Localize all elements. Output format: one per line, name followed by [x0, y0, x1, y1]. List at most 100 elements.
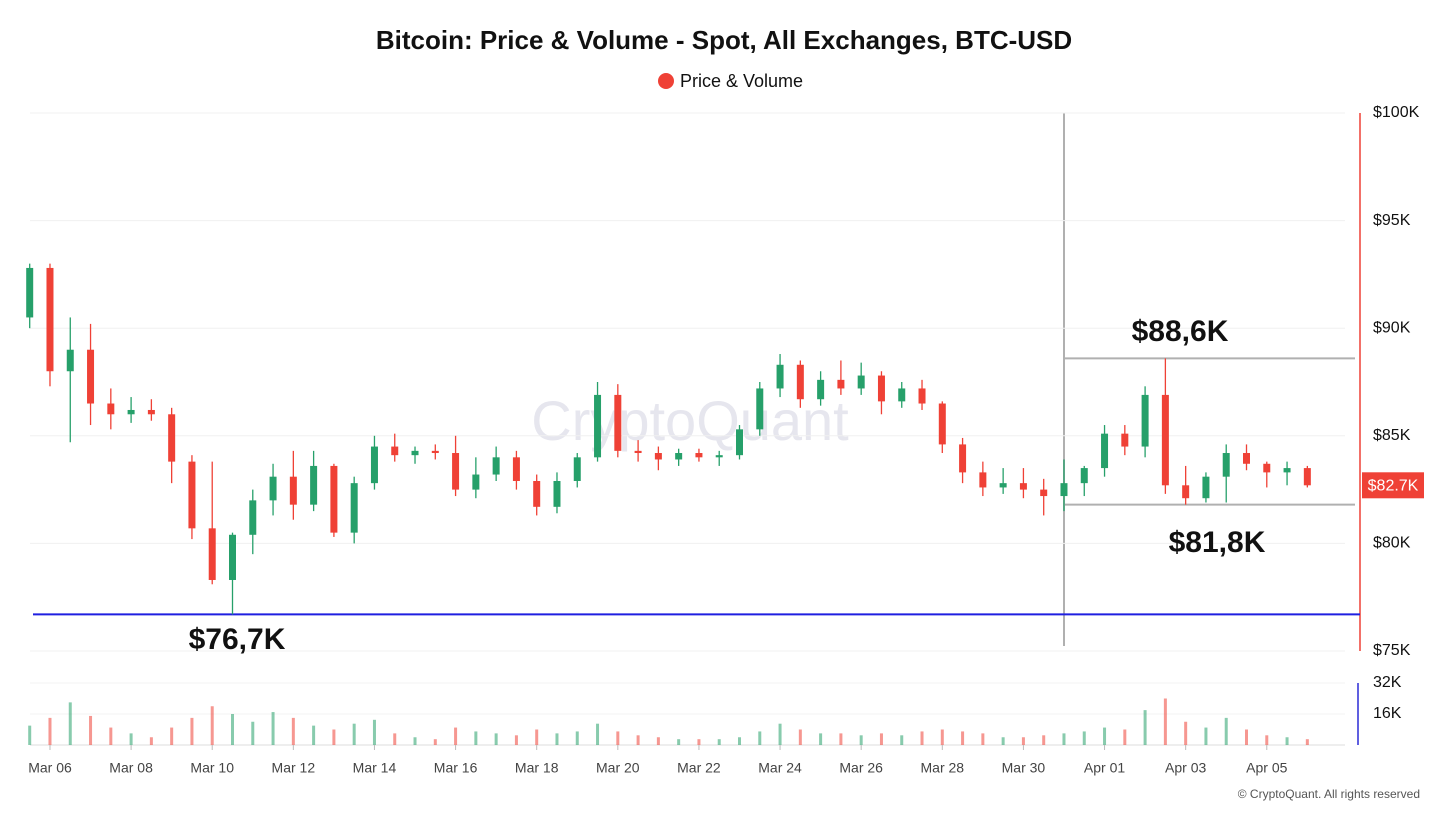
volume-bar: [1224, 717, 1228, 745]
candle-body: [188, 461, 196, 529]
volume-bar: [900, 735, 904, 745]
y-tick-label: $80K: [1373, 535, 1411, 552]
volume-bar: [312, 725, 316, 745]
volume-bar: [1184, 721, 1188, 745]
volume-bar: [1245, 729, 1248, 745]
volume-bar: [1163, 698, 1167, 745]
legend-label: Price & Volume: [680, 71, 803, 91]
volume-bar: [433, 739, 437, 745]
candle-body: [1019, 483, 1027, 490]
annotation-label: $76,7K: [189, 623, 286, 656]
candle-body: [87, 349, 95, 404]
candle-body: [512, 457, 520, 481]
x-tick-label: Apr 05: [1246, 760, 1287, 776]
volume-bar: [454, 727, 458, 745]
annotation-label: $81,8K: [1169, 526, 1266, 559]
y-tick-label: $90K: [1373, 319, 1411, 336]
candle-body: [411, 450, 419, 456]
volume-bar: [1265, 735, 1269, 745]
y-tick-label: $95K: [1373, 212, 1411, 229]
watermark: CryptoQuant: [531, 389, 849, 452]
volume-bar: [494, 733, 498, 745]
x-tick-label: Apr 01: [1084, 760, 1125, 776]
candle-body: [492, 457, 500, 475]
volume-bar: [596, 723, 600, 745]
x-tick-label: Mar 26: [839, 760, 883, 776]
candle-body: [654, 453, 662, 460]
candle-body: [269, 476, 277, 501]
candle-body: [715, 455, 723, 458]
candle-body: [289, 476, 297, 505]
x-tick-label: Mar 20: [596, 760, 640, 776]
volume-bar: [555, 733, 559, 745]
volume-bar: [656, 737, 660, 745]
volume-bar: [859, 735, 863, 745]
candle-body: [1222, 453, 1230, 477]
candle-body: [695, 453, 703, 458]
volume-bar: [129, 733, 133, 745]
candle-body: [857, 375, 865, 389]
candle-body: [553, 480, 561, 507]
volume-bar: [170, 727, 174, 745]
volume-bar: [778, 723, 782, 745]
volume-bar: [879, 733, 883, 745]
volume-bar: [1062, 733, 1066, 745]
y-tick-label: $100K: [1373, 104, 1420, 121]
candle-body: [26, 267, 34, 318]
volume-bar: [210, 706, 214, 745]
volume-bar: [940, 729, 944, 745]
candle-body: [1040, 489, 1048, 497]
volume-bar: [636, 735, 640, 745]
volume-bar: [616, 731, 620, 745]
candle-body: [1283, 468, 1291, 473]
x-tick-label: Apr 03: [1165, 760, 1206, 776]
x-tick-label: Mar 14: [353, 760, 397, 776]
candle-body: [66, 349, 74, 372]
candle-body: [310, 465, 318, 505]
volume-bar: [1305, 739, 1309, 745]
volume-bar: [1123, 729, 1127, 745]
volume-bar: [1082, 731, 1086, 745]
candle-body: [350, 483, 358, 533]
x-tick-label: Mar 28: [921, 760, 965, 776]
volume-bar: [961, 731, 965, 745]
candle-body: [877, 375, 885, 402]
volume-bar: [149, 737, 153, 745]
volume-bar: [920, 731, 924, 745]
candle-body: [1243, 453, 1250, 464]
candle-body: [147, 409, 155, 415]
volume-tick-label: 32K: [1373, 674, 1402, 691]
x-tick-label: Mar 18: [515, 760, 559, 776]
candle-body: [229, 534, 236, 580]
volume-bar: [758, 731, 762, 745]
volume-bar: [332, 729, 336, 745]
volume-bar: [352, 723, 356, 745]
candle-body: [46, 267, 54, 372]
candle-body: [959, 444, 967, 473]
volume-bar: [413, 737, 417, 745]
candle-body: [431, 450, 439, 454]
volume-bar: [677, 739, 681, 745]
x-tick-label: Mar 06: [28, 760, 72, 776]
volume-bar: [1204, 727, 1208, 745]
volume-bar: [535, 729, 539, 745]
x-tick-label: Mar 30: [1002, 760, 1046, 776]
volume-bar: [1001, 737, 1005, 745]
volume-bar: [89, 715, 93, 745]
chart-title: Bitcoin: Price & Volume - Spot, All Exch…: [376, 25, 1072, 55]
candle-body: [1263, 463, 1271, 473]
candle-body: [898, 388, 906, 402]
annotation-label: $88,6K: [1132, 315, 1229, 348]
candle-body: [938, 403, 946, 445]
volume-bar: [372, 719, 376, 745]
candle-body: [1182, 485, 1190, 499]
volume-bar: [575, 731, 579, 745]
candle-body: [594, 394, 602, 458]
candle-body: [918, 388, 926, 404]
candle-body: [533, 480, 541, 507]
candle-body: [208, 528, 216, 580]
candle-body: [1121, 433, 1129, 447]
x-tick-label: Mar 16: [434, 760, 478, 776]
volume-bar: [251, 721, 255, 745]
